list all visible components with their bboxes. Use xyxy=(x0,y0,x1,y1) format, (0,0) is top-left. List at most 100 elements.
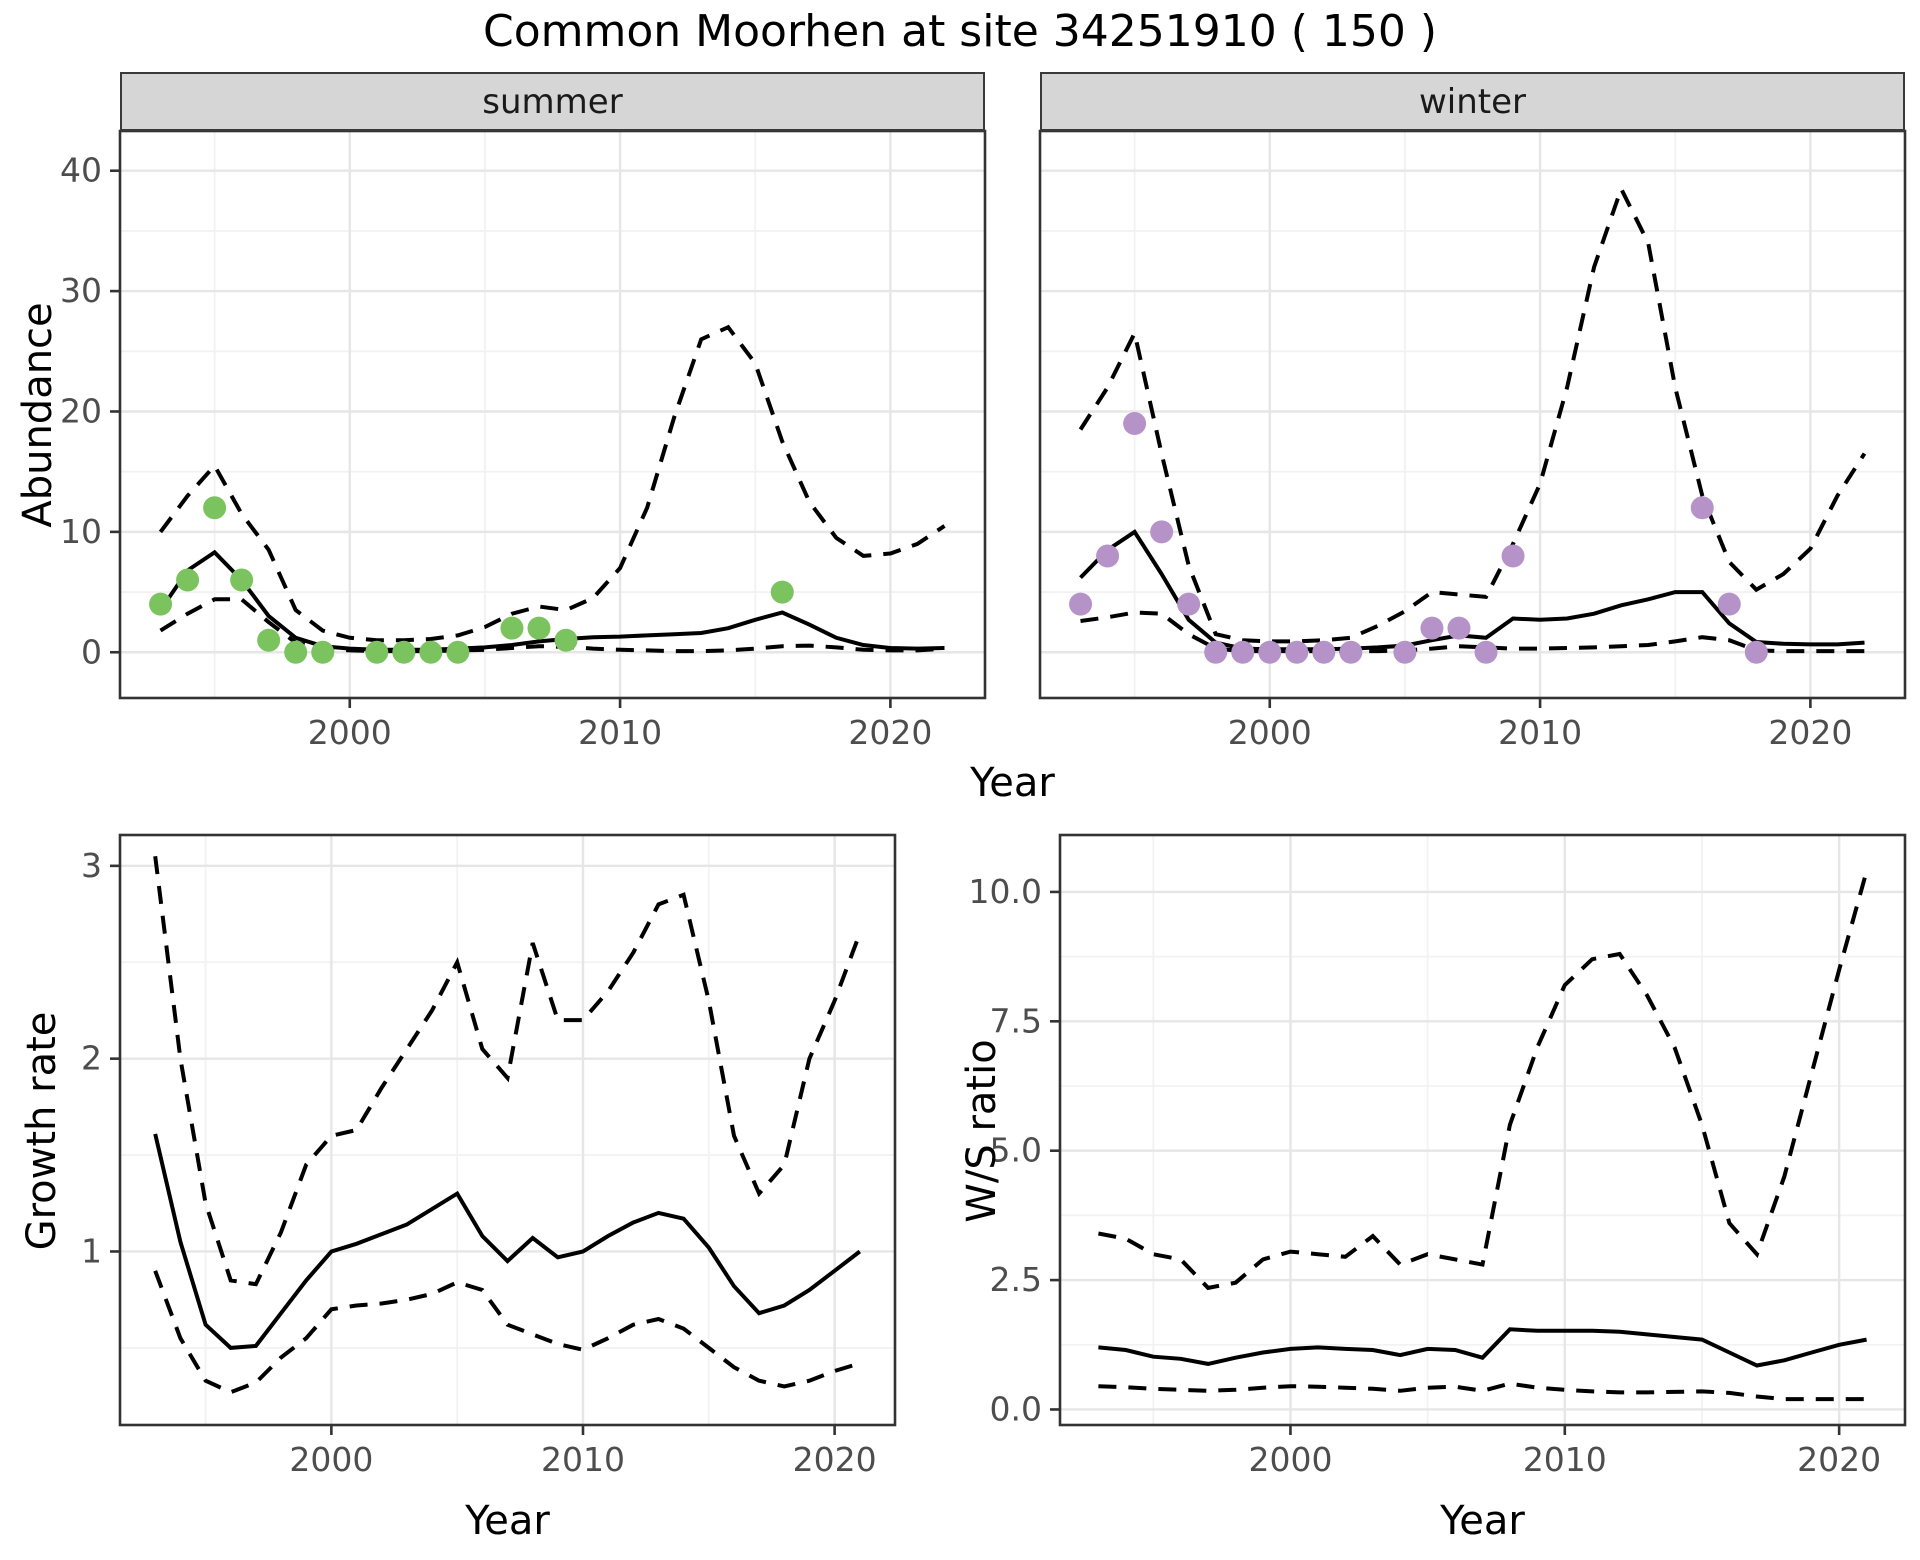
abundance_summer-panel: 2000 2010 2020 0 10 20 30 40 xyxy=(60,129,987,752)
observation-point xyxy=(554,628,578,652)
x-tick-label: 2010 xyxy=(578,713,662,752)
abundance_winter-panel: 2000 2010 2020 xyxy=(1038,129,1907,752)
panel-bg xyxy=(1060,835,1905,1425)
observation-point xyxy=(311,640,335,664)
observation-point xyxy=(419,640,443,664)
y-tick-label: 3 xyxy=(81,846,102,885)
observation-point xyxy=(770,580,794,604)
panel-border xyxy=(118,129,987,700)
y-tick-label: 10.0 xyxy=(969,872,1042,911)
x-tick-label: 2000 xyxy=(308,713,392,752)
x-tick-label: 2010 xyxy=(1523,1440,1607,1479)
observation-point xyxy=(1420,616,1444,640)
ws_ratio-panel: 2000 2010 2020 0.0 2.5 5.0 7.5 10.0 xyxy=(969,833,1907,1479)
observation-point xyxy=(1690,496,1714,520)
abundance-axis-title: Abundance xyxy=(15,302,61,528)
panel-border xyxy=(1038,129,1907,700)
lower-ci-line xyxy=(1080,610,1865,654)
panel-bg xyxy=(120,131,985,698)
lower-ci-line xyxy=(153,1270,861,1395)
minor-gridlines xyxy=(1060,835,1905,1425)
x-tick-label: 2010 xyxy=(1498,713,1582,752)
observation-point xyxy=(230,568,254,592)
observation-point xyxy=(1258,640,1282,664)
observation-point xyxy=(284,640,308,664)
upper-ci-line xyxy=(1078,183,1867,644)
observation-point xyxy=(1069,592,1093,616)
observation-point xyxy=(527,616,551,640)
observation-point xyxy=(1096,544,1120,568)
panel-bg xyxy=(120,835,895,1425)
growth-year-axis-title: Year xyxy=(465,1498,550,1544)
observation-point xyxy=(1177,592,1201,616)
observation-point xyxy=(1447,616,1471,640)
x-tick-label: 2020 xyxy=(1797,1440,1881,1479)
observation-point xyxy=(1393,640,1417,664)
mean-line xyxy=(1098,1327,1867,1368)
major-gridlines xyxy=(120,131,985,698)
facet-strip-winter-label: winter xyxy=(1418,81,1527,122)
x-tick-label: 2000 xyxy=(289,1440,373,1479)
observation-point xyxy=(257,628,281,652)
mean-line xyxy=(153,1133,862,1350)
y-tick-label: 2.5 xyxy=(990,1260,1042,1299)
ws-ratio-axis-title: W/S ratio xyxy=(959,1039,1005,1223)
abundance_summer-observations xyxy=(149,496,794,664)
major-gridlines xyxy=(1040,131,1905,698)
facet-strip-summer-label: summer xyxy=(482,81,623,122)
y-tick-label: 1 xyxy=(81,1231,102,1270)
panel-bg xyxy=(1040,131,1905,698)
observation-point xyxy=(1150,520,1174,544)
observation-point xyxy=(1312,640,1336,664)
upper-ci-line xyxy=(153,855,862,1287)
y-tick-label: 20 xyxy=(60,391,102,430)
x-tick-label: 2020 xyxy=(1768,713,1852,752)
observation-point xyxy=(1474,640,1498,664)
observation-point xyxy=(365,640,389,664)
x-tick-label: 2000 xyxy=(1248,1440,1332,1479)
x-tick-label: 2010 xyxy=(541,1440,625,1479)
observation-point xyxy=(392,640,416,664)
facet-strip-summer: summer xyxy=(120,72,985,131)
y-tick-label: 0 xyxy=(81,632,102,671)
growth-rate-axis-title: Growth rate xyxy=(19,1011,65,1251)
observation-point xyxy=(203,496,227,520)
observation-point xyxy=(1501,544,1525,568)
observation-point xyxy=(1204,640,1228,664)
major-gridlines xyxy=(120,835,895,1425)
y-tick-label: 10 xyxy=(60,512,102,551)
observation-point xyxy=(446,640,470,664)
major-gridlines xyxy=(1060,835,1905,1425)
y-tick-label: 7.5 xyxy=(990,1001,1042,1040)
top-year-axis-title: Year xyxy=(970,760,1055,806)
upper-ci-line xyxy=(1098,870,1869,1291)
observation-point xyxy=(1717,592,1741,616)
mean-line xyxy=(158,549,945,652)
x-tick-label: 2000 xyxy=(1228,713,1312,752)
mean-line xyxy=(1079,529,1865,652)
observation-point xyxy=(1231,640,1255,664)
lower-ci-line xyxy=(1098,1381,1867,1402)
observation-point xyxy=(1123,412,1147,436)
figure-title: Common Moorhen at site 34251910 ( 150 ) xyxy=(483,6,1437,57)
minor-gridlines xyxy=(120,131,985,698)
y-tick-label: 40 xyxy=(60,151,102,190)
x-tick-label: 2020 xyxy=(793,1440,877,1479)
observation-point xyxy=(1285,640,1309,664)
upper-ci-line xyxy=(158,324,946,643)
y-tick-label: 2 xyxy=(81,1039,102,1078)
facet-strip-winter: winter xyxy=(1040,72,1905,131)
minor-gridlines xyxy=(1040,131,1905,698)
abundance_winter-observations xyxy=(1069,412,1768,664)
x-tick-label: 2020 xyxy=(848,713,932,752)
observation-point xyxy=(1339,640,1363,664)
observation-point xyxy=(1744,640,1768,664)
observation-point xyxy=(176,568,200,592)
lower-ci-line xyxy=(159,597,945,654)
panel-border xyxy=(1058,833,1907,1427)
y-tick-label: 30 xyxy=(60,271,102,310)
y-tick-label: 5.0 xyxy=(990,1131,1042,1170)
y-tick-label: 0.0 xyxy=(990,1389,1042,1428)
ws-year-axis-title: Year xyxy=(1440,1498,1525,1544)
